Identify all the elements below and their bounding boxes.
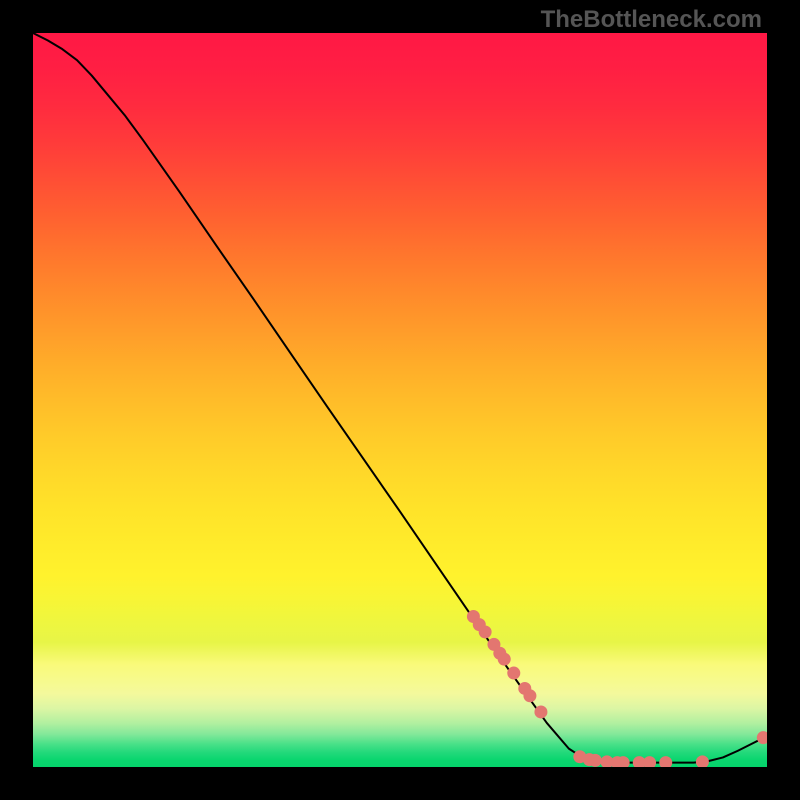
curve-marker: [589, 754, 602, 767]
curve-marker: [479, 625, 492, 638]
watermark-text: TheBottleneck.com: [541, 6, 762, 34]
chart-area: [33, 33, 767, 767]
gradient-background: [33, 33, 767, 767]
stage: TheBottleneck.com: [0, 0, 800, 800]
curve-marker: [534, 705, 547, 718]
curve-marker: [498, 653, 511, 666]
curve-marker: [523, 689, 536, 702]
curve-marker: [507, 667, 520, 680]
bottleneck-curve-chart: [33, 33, 767, 767]
